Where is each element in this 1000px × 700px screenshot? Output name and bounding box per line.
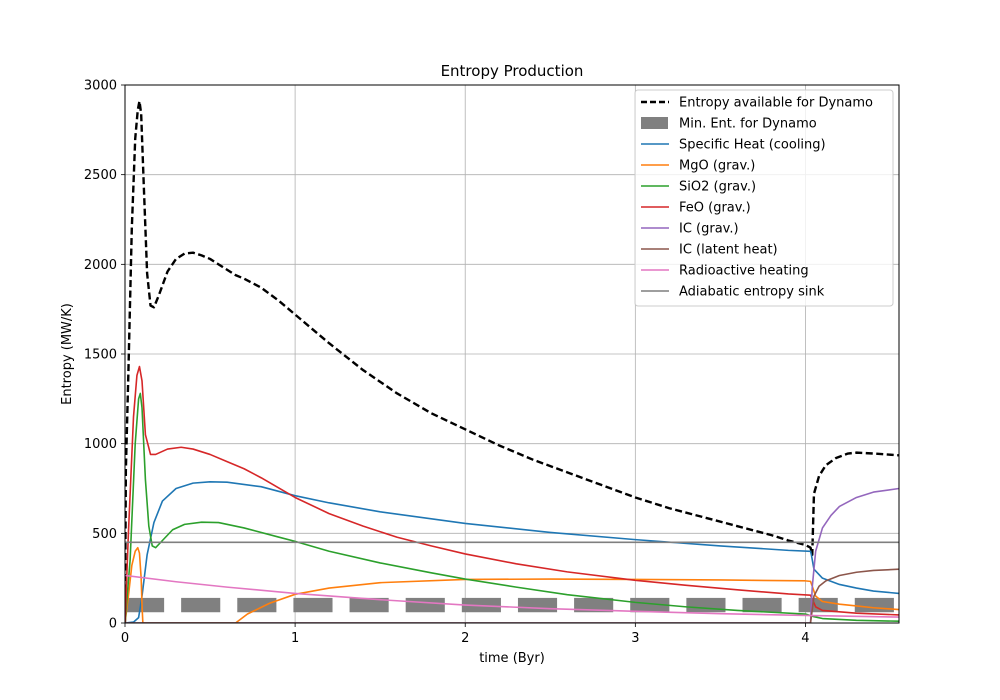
min-entropy-dash	[405, 597, 445, 613]
min-entropy-band	[125, 597, 894, 613]
series-line-2	[125, 546, 899, 623]
min-entropy-dash	[630, 597, 670, 613]
x-tick-label: 3	[631, 631, 639, 646]
legend-label: SiO2 (grav.)	[679, 180, 756, 195]
y-tick-label: 3000	[84, 79, 117, 94]
legend-box	[634, 89, 894, 307]
y-tick-label: 1500	[84, 348, 117, 363]
legend-label: Entropy available for Dynamo	[679, 96, 873, 111]
min-entropy-dash	[181, 597, 221, 613]
x-tick-label: 4	[801, 631, 809, 646]
series-line-7	[125, 574, 899, 618]
min-entropy-dash	[798, 597, 838, 613]
x-tick-label: 1	[291, 631, 299, 646]
chart-title: Entropy Production	[441, 62, 584, 80]
series-line-4	[125, 365, 899, 623]
min-entropy-dash	[349, 597, 389, 613]
legend-label: IC (grav.)	[679, 222, 739, 237]
legend-label: MgO (grav.)	[679, 159, 755, 174]
legend: Entropy available for Dynamo Min. Ent. fo…	[634, 89, 894, 307]
min-entropy-dash	[125, 597, 165, 613]
min-entropy-dash	[742, 597, 782, 613]
min-entropy-dash	[574, 597, 614, 613]
legend-label: Adiabatic entropy sink	[679, 285, 825, 300]
y-axis-label: Entropy (MW/K)	[60, 303, 75, 405]
legend-label: IC (latent heat)	[679, 243, 778, 258]
series-line-5	[125, 487, 899, 623]
y-tick-label: 1000	[84, 437, 117, 452]
x-axis-label: time (Byr)	[479, 651, 545, 666]
min-entropy-dash	[293, 597, 333, 613]
y-tick-label: 2500	[84, 168, 117, 183]
x-tick-label: 0	[121, 631, 129, 646]
plot-content	[125, 99, 899, 623]
y-tick-label: 0	[109, 617, 117, 632]
y-tick-label: 500	[92, 527, 117, 542]
legend-swatch	[641, 117, 668, 129]
min-entropy-dash	[237, 597, 277, 613]
legend-label: Min. Ent. for Dynamo	[679, 117, 817, 132]
series-line-6	[125, 568, 899, 623]
series-line-3	[125, 392, 899, 623]
legend-label: Radioactive heating	[679, 264, 809, 279]
y-tick-label: 2000	[84, 258, 117, 273]
min-entropy-dash	[686, 597, 726, 613]
series-line-0	[125, 99, 899, 623]
legend-label: Specific Heat (cooling)	[679, 138, 826, 153]
legend-label: FeO (grav.)	[679, 201, 751, 216]
min-entropy-dash	[854, 597, 894, 613]
min-entropy-dash	[517, 597, 558, 613]
x-tick-label: 2	[461, 631, 469, 646]
